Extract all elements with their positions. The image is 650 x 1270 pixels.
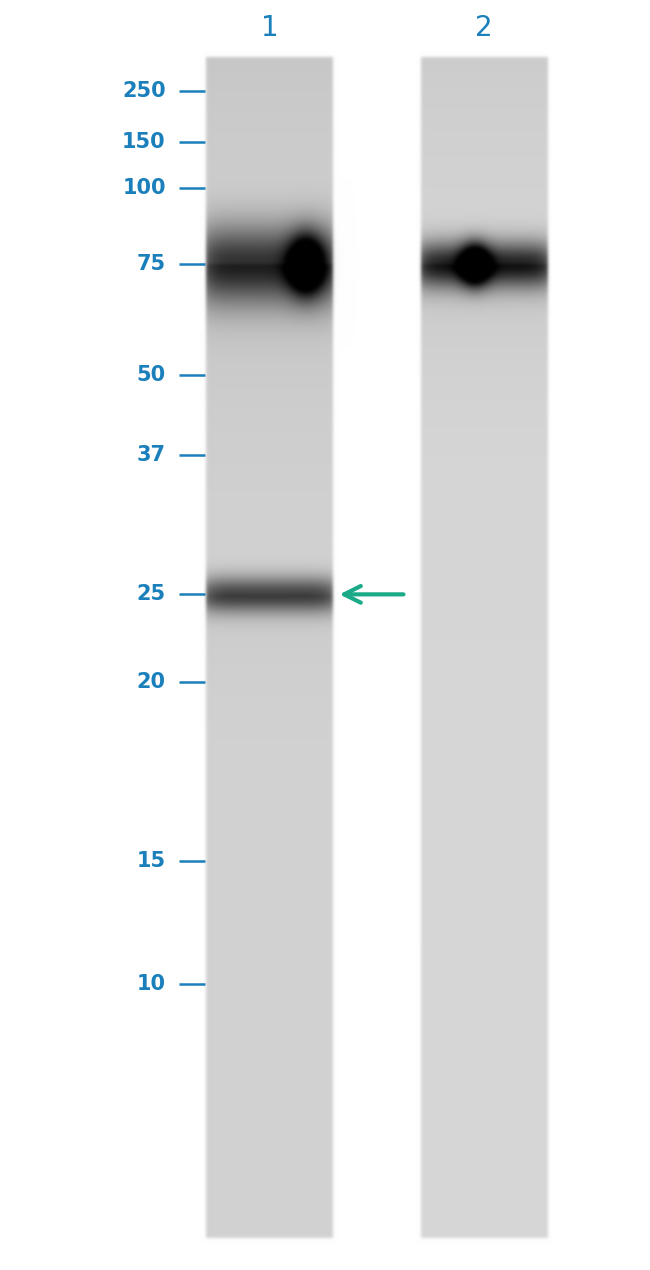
Text: 25: 25 [136, 584, 166, 605]
Text: 37: 37 [136, 444, 166, 465]
Text: 15: 15 [136, 851, 166, 871]
Text: 10: 10 [136, 974, 166, 994]
Text: 50: 50 [136, 364, 166, 385]
Text: 2: 2 [475, 14, 493, 42]
Text: 150: 150 [122, 132, 166, 152]
Text: 20: 20 [136, 672, 166, 692]
Text: 75: 75 [136, 254, 166, 274]
Text: 100: 100 [122, 178, 166, 198]
Text: 250: 250 [122, 81, 166, 102]
Text: 1: 1 [261, 14, 279, 42]
